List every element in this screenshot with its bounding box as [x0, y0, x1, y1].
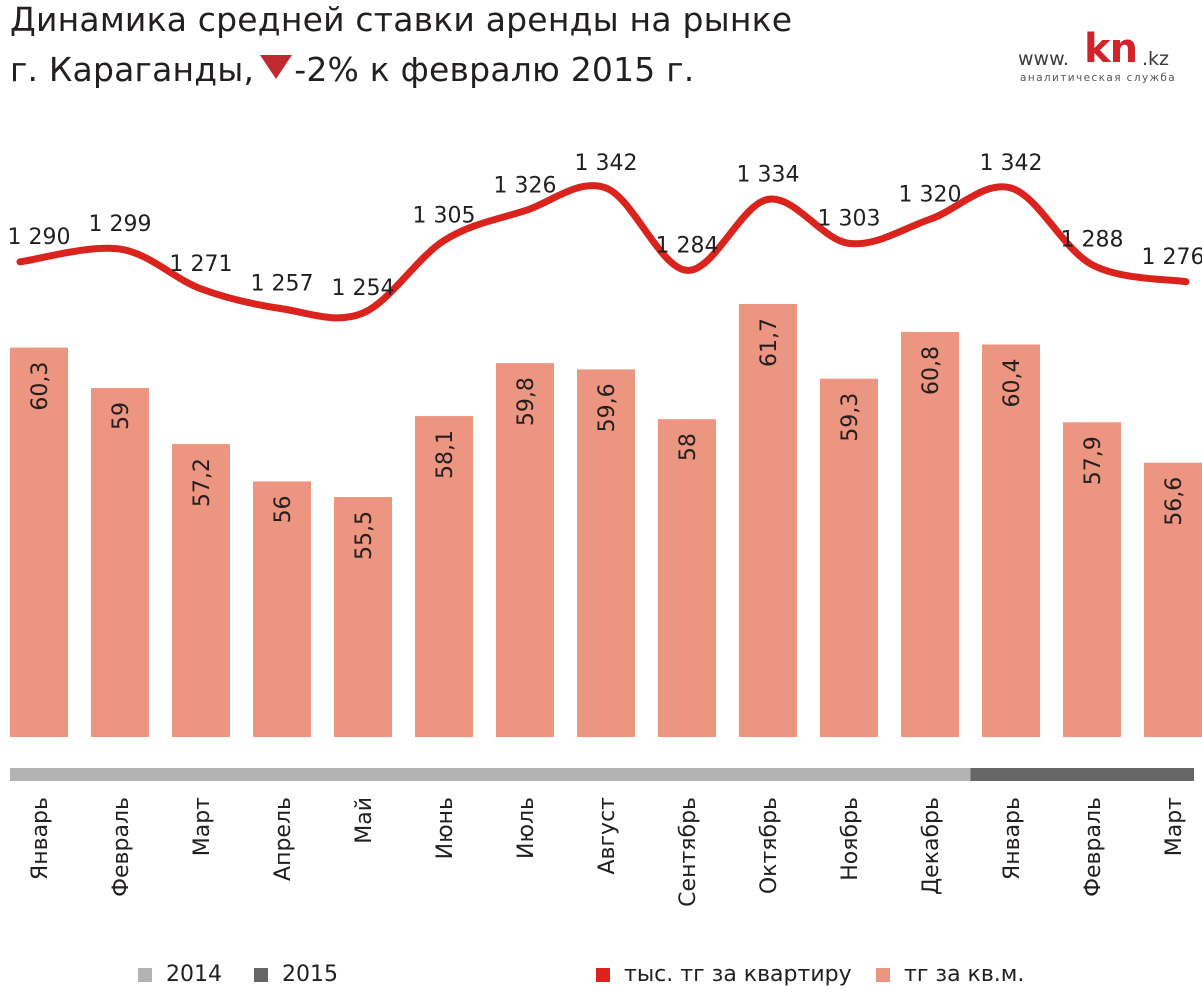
legend-line: тыс. тг за квартиру: [596, 962, 852, 987]
x-tick-label: Август: [595, 797, 620, 875]
title-change: -2% к февралю 2015 г.: [294, 50, 695, 89]
bars-layer: 60,3 59 57,2 56 55,5 58,1 59,8 59,6 58 61,7 59,3 60…: [10, 304, 1202, 737]
x-tick-label: Июнь: [433, 797, 458, 859]
down-triangle-icon: [260, 55, 293, 79]
line-value-label: 1 320: [899, 182, 962, 207]
legend-bars-label: тг за кв.м.: [904, 962, 1025, 987]
x-tick-label: Март: [1162, 797, 1187, 856]
bar-value-label: 56,6: [1162, 477, 1187, 526]
x-tick-label: Февраль: [1081, 797, 1106, 897]
bar-1: [10, 347, 68, 737]
bar-value-label: 60,3: [28, 362, 53, 411]
bar-13: [982, 344, 1040, 737]
bar-value-label: 60,4: [1000, 358, 1025, 407]
bar-value-label: 59,6: [595, 383, 620, 432]
kn-logo[interactable]: www. kn .kz аналитическая служба: [1014, 26, 1194, 96]
line-value-label: 1 342: [575, 151, 638, 176]
bar-4: [253, 481, 311, 737]
line-value-label: 1 303: [818, 206, 881, 231]
bar-value-label: 59,3: [838, 393, 863, 442]
bar-value-label: 59,8: [514, 377, 539, 426]
legend-2015-swatch: [254, 967, 268, 982]
line-series: [16, 182, 1190, 322]
line-value-label: 1 288: [1061, 228, 1124, 253]
line-value-label: 1 284: [656, 233, 719, 258]
timeline-2015: [970, 768, 1194, 781]
legend-2014: 2014: [138, 962, 222, 987]
logo-www: www.: [1018, 48, 1069, 70]
month-labels: Январь Февраль Март Апрель Май Июнь Июль Август…: [28, 797, 1187, 907]
line-value-label: 1 290: [8, 225, 71, 250]
bar-8: [577, 369, 635, 737]
bar-14: [1063, 422, 1121, 737]
logo-kz: .kz: [1142, 48, 1170, 70]
logo-kn: kn: [1084, 26, 1138, 72]
bar-15: [1144, 462, 1202, 737]
bar-10: [739, 304, 797, 737]
bar-9: [658, 419, 716, 737]
line-value-label: 1 271: [170, 252, 233, 277]
line-value-label: 1 276: [1142, 245, 1202, 270]
line-value-label: 1 326: [494, 174, 557, 199]
bar-3: [172, 444, 230, 737]
bar-value-label: 58: [676, 433, 701, 461]
bar-value-label: 55,5: [352, 511, 377, 560]
title-prefix: г. Караганды,: [10, 50, 255, 89]
x-tick-label: Май: [352, 797, 377, 844]
year-timeline: [10, 768, 1194, 781]
bar-value-label: 56: [271, 495, 296, 523]
x-tick-label: Март: [190, 797, 215, 856]
legend-2015-label: 2015: [282, 962, 338, 987]
x-tick-label: Июль: [514, 797, 539, 859]
x-tick-label: Февраль: [109, 797, 134, 897]
bar-value-label: 59: [109, 402, 134, 430]
line-value-label: 1 299: [89, 212, 152, 237]
legend-2014-label: 2014: [166, 962, 222, 987]
chart-title-line2: г. Караганды, -2% к февралю 2015 г.: [10, 50, 694, 90]
bar-7: [496, 363, 554, 737]
bar-2: [91, 388, 149, 737]
bar-5: [334, 497, 392, 737]
bar-value-label: 57,2: [190, 458, 215, 507]
x-tick-label: Январь: [1000, 797, 1025, 880]
line-value-label: 1 254: [332, 276, 395, 301]
timeline-2014: [10, 768, 971, 781]
bar-6: [415, 416, 473, 737]
x-tick-label: Апрель: [271, 797, 296, 881]
x-tick-label: Декабрь: [919, 797, 944, 895]
legend-bars-swatch: [876, 967, 890, 982]
line-layer: 1 290 1 299 1 271 1 257 1 254 1 305 1 326 1 342…: [8, 151, 1202, 322]
line-value-label: 1 257: [251, 272, 314, 297]
legend-line-swatch: [596, 967, 610, 982]
legend-2014-swatch: [138, 967, 152, 982]
logo-subtitle: аналитическая служба: [1020, 72, 1177, 84]
bar-12: [901, 332, 959, 737]
x-tick-label: Ноябрь: [838, 797, 863, 881]
x-tick-label: Сентябрь: [676, 797, 701, 907]
line-value-label: 1 334: [737, 162, 800, 187]
bar-value-label: 60,8: [919, 346, 944, 395]
legend-line-label: тыс. тг за квартиру: [624, 962, 852, 987]
legend-bars: тг за кв.м.: [876, 962, 1024, 987]
bar-value-label: 57,9: [1081, 436, 1106, 485]
bar-11: [820, 378, 878, 737]
line-value-label: 1 305: [413, 204, 476, 229]
x-tick-label: Октябрь: [757, 797, 782, 894]
line-value-label: 1 342: [980, 151, 1043, 176]
bar-value-label: 61,7: [757, 318, 782, 367]
x-tick-label: Январь: [28, 797, 53, 880]
bar-value-label: 58,1: [433, 430, 458, 479]
legend-2015: 2015: [254, 962, 338, 987]
chart-title-line1: Динамика средней ставки аренды на рынке: [10, 0, 793, 39]
